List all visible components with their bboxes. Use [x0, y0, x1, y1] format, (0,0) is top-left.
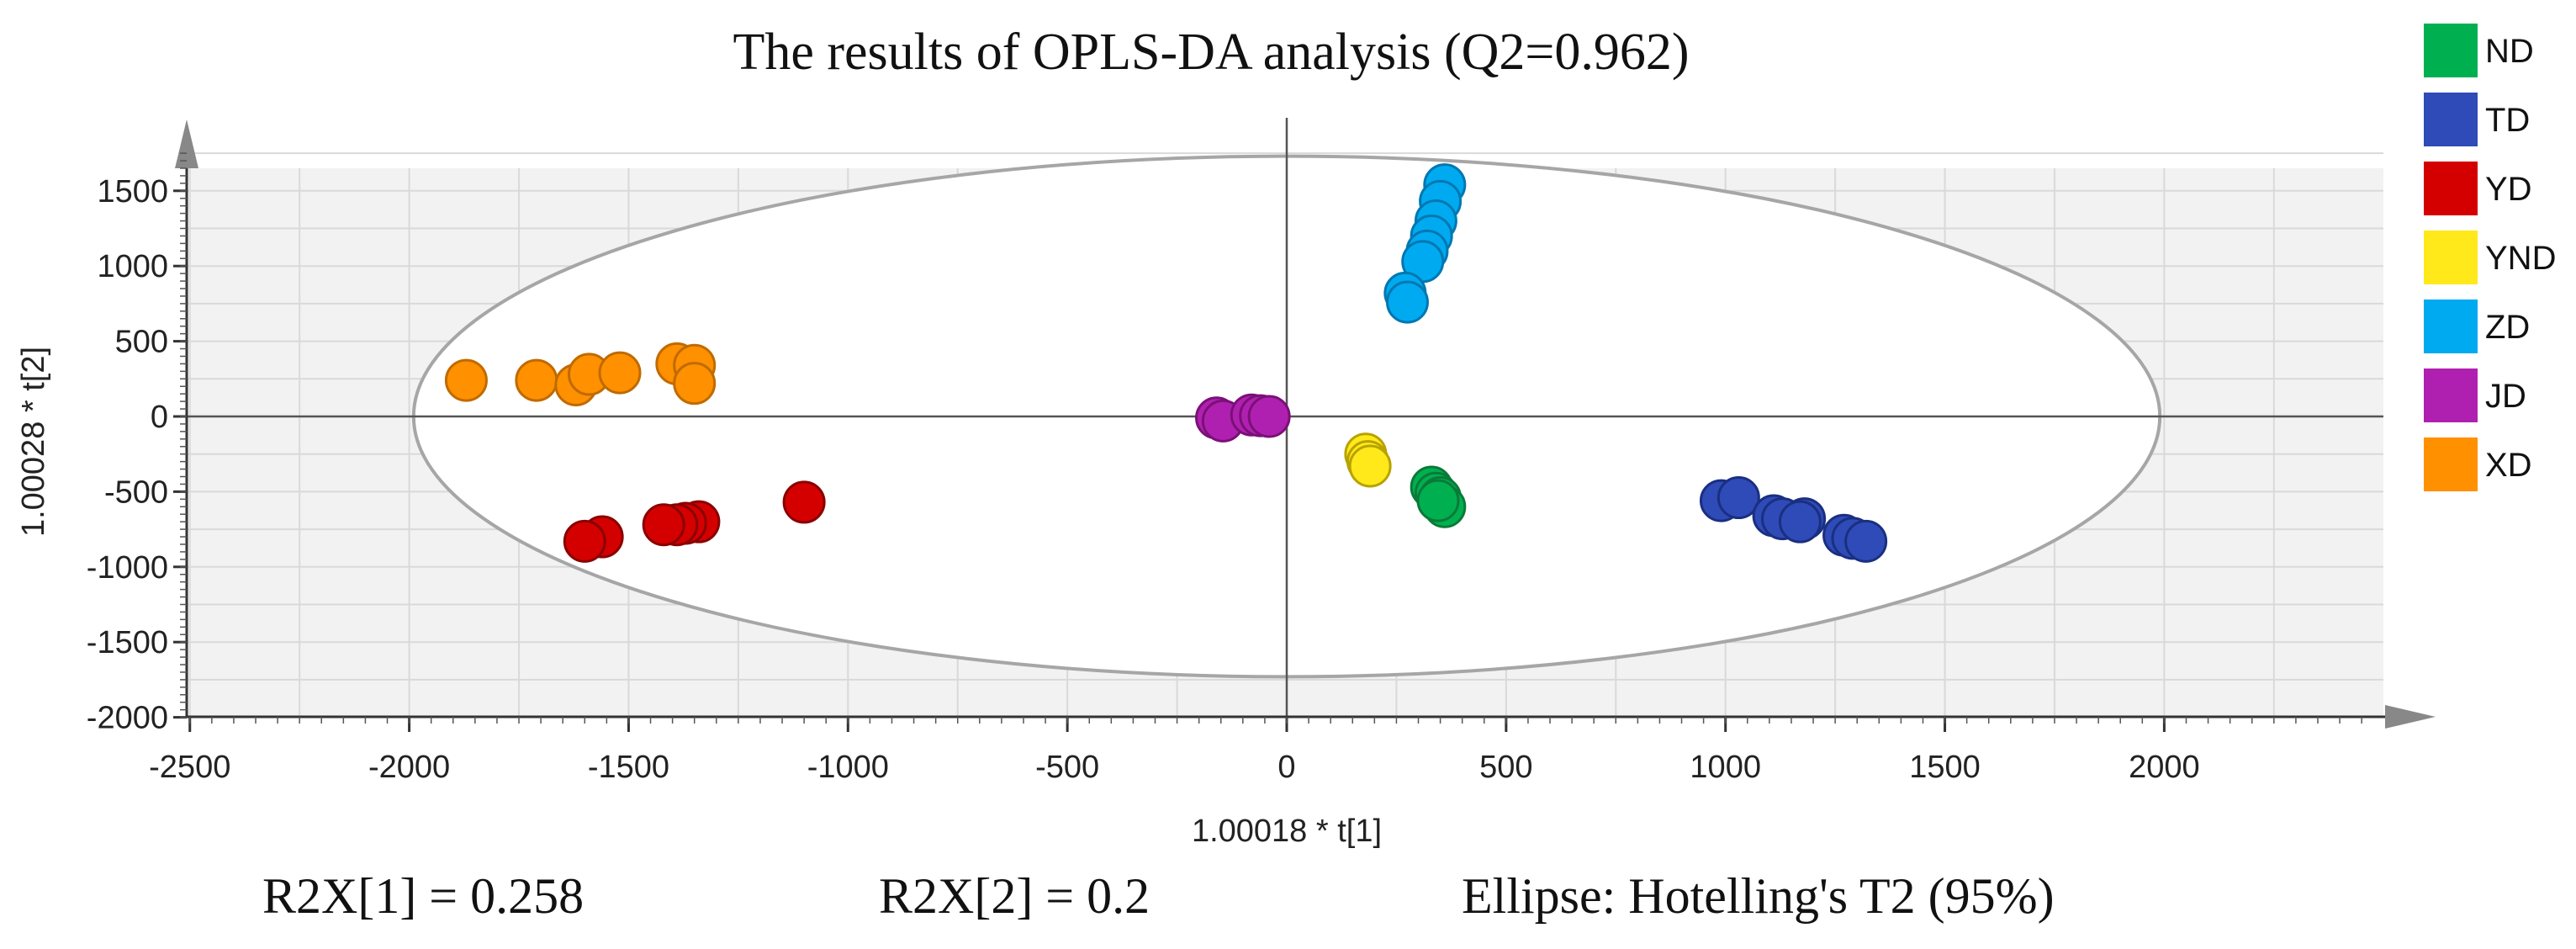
point-td: [1778, 500, 1822, 543]
points-group: [444, 163, 1888, 563]
point-nd: [1416, 479, 1460, 522]
x-tick-label: 2000: [2129, 750, 2200, 785]
legend-label-yd: YD: [2485, 171, 2532, 208]
x-tick-label: -2500: [149, 750, 230, 785]
point-yd: [563, 519, 606, 563]
x-tick-label: -1500: [588, 750, 669, 785]
x-axis-arrow: [2385, 705, 2436, 729]
chart-title: The results of OPLS-DA analysis (Q2=0.96…: [733, 24, 1689, 81]
point-td: [1844, 519, 1888, 563]
legend-swatch-xd: [2424, 437, 2478, 491]
legend: ND TD YD YND ZD JD XD: [2424, 24, 2556, 491]
point-xd: [673, 362, 717, 406]
point-xd: [515, 358, 558, 402]
ticks-group: -2500 -2000 -1500 -1000 -500 0 500 1000 1500 2000…: [87, 152, 2362, 785]
point-xd: [444, 358, 488, 402]
point-yd: [642, 503, 685, 547]
legend-label-ynd: YND: [2485, 240, 2556, 277]
y-tick-label: 1500: [97, 174, 168, 209]
legend-swatch-td: [2424, 93, 2478, 146]
legend-label-zd: ZD: [2485, 309, 2530, 346]
y-tick-label: -500: [104, 474, 168, 510]
y-tick-label: -2000: [87, 701, 168, 736]
ellipse-stat: Ellipse: Hotelling's T2 (95%): [1462, 868, 2055, 924]
y-axis-title: 1.00028 * t[2]: [16, 347, 51, 537]
x-tick-label: -2000: [368, 750, 450, 785]
legend-swatch-yd: [2424, 162, 2478, 215]
point-xd: [598, 351, 642, 395]
r2x2-stat: R2X[2] = 0.2: [879, 868, 1150, 924]
legend-swatch-ynd: [2424, 231, 2478, 284]
point-td: [1716, 476, 1760, 520]
x-tick-label: 0: [1277, 750, 1295, 785]
point-yd: [782, 480, 826, 524]
legend-swatch-jd: [2424, 368, 2478, 422]
legend-label-td: TD: [2485, 102, 2530, 139]
point-zd: [1385, 280, 1429, 324]
y-tick-label: -1000: [87, 550, 168, 586]
x-axis-title: 1.00018 * t[1]: [1192, 814, 1382, 849]
point-ynd: [1348, 444, 1392, 488]
point-jd: [1247, 395, 1291, 438]
legend-swatch-nd: [2424, 24, 2478, 77]
y-tick-label: 0: [151, 400, 168, 435]
x-tick-label: 1500: [1909, 750, 1981, 785]
y-tick-label: 500: [115, 325, 168, 360]
y-tick-label: 1000: [97, 249, 168, 284]
x-tick-label: -500: [1035, 750, 1099, 785]
r2x1-stat: R2X[1] = 0.258: [262, 868, 584, 924]
y-tick-label: -1500: [87, 625, 168, 660]
legend-label-jd: JD: [2485, 378, 2526, 415]
x-tick-label: 1000: [1690, 750, 1761, 785]
legend-label-xd: XD: [2485, 447, 2532, 484]
legend-swatch-zd: [2424, 300, 2478, 353]
legend-label-nd: ND: [2485, 33, 2534, 70]
x-tick-label: 500: [1479, 750, 1532, 785]
x-tick-label: -1000: [807, 750, 889, 785]
y-axis-arrow: [175, 119, 198, 168]
